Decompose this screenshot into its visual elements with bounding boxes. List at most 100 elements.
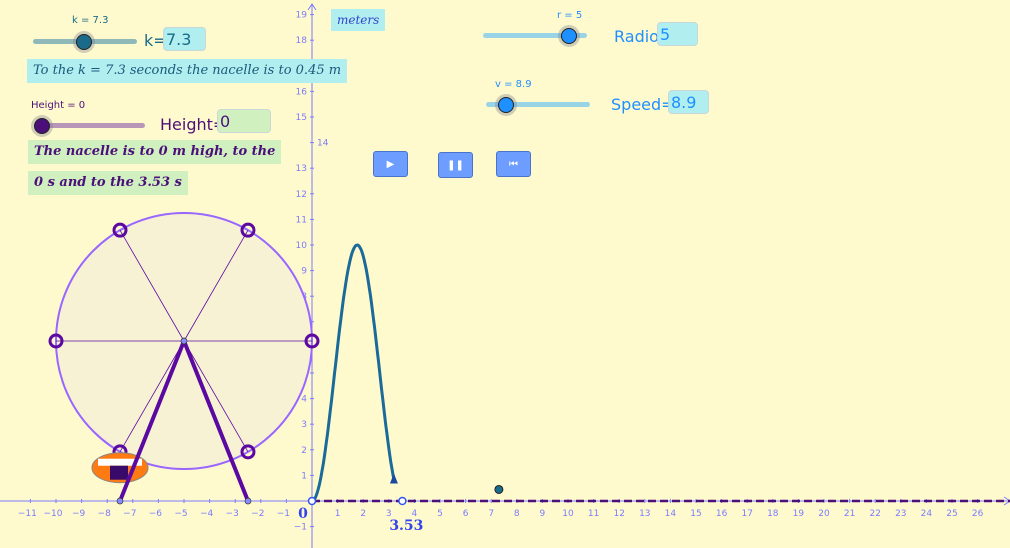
wheel-spoke <box>119 229 185 342</box>
y-tick-label: 16 <box>296 87 308 97</box>
wheel-spoke <box>119 340 185 453</box>
zero-point-label: 3.53 <box>389 518 423 534</box>
x-tick-label: 21 <box>844 509 855 519</box>
y-tick-label: 9 <box>301 267 307 277</box>
speed-input[interactable]: 8.9 <box>668 90 709 114</box>
speed-input-label: Speed= <box>611 95 675 114</box>
k-sentence: To the k = 7.3 seconds the nacelle is to… <box>27 59 348 83</box>
height-curve <box>311 243 396 503</box>
x-tick-label: 17 <box>741 509 752 519</box>
pause-button[interactable]: ❚❚ <box>438 152 473 178</box>
x-tick-label: 10 <box>562 509 574 519</box>
y-tick-label: 14 <box>317 139 329 149</box>
x-tick-label: 4 <box>412 509 418 519</box>
x-tick-label: 16 <box>716 509 728 519</box>
wheel-seat <box>240 222 256 238</box>
x-tick-label: −6 <box>149 509 163 519</box>
height-sentence-2: 0 s and to the 3.53 s <box>28 171 188 195</box>
y-axis-arrow-icon <box>307 3 317 11</box>
y-tick-label: 13 <box>296 164 307 174</box>
x-tick-label: 1 <box>335 509 341 519</box>
zero-point <box>307 496 317 506</box>
radio-input[interactable]: 5 <box>657 22 698 46</box>
x-tick-label: −10 <box>44 509 63 519</box>
y-tick-label: −1 <box>294 523 307 533</box>
y-tick-label: 18 <box>296 36 308 46</box>
x-tick-label: −9 <box>72 509 86 519</box>
x-tick-label: 2 <box>360 509 366 519</box>
x-tick-label: −5 <box>174 509 187 519</box>
x-tick-label: 3 <box>386 509 392 519</box>
wheel-seat <box>48 333 64 349</box>
wheel-spoke <box>183 340 249 453</box>
radio-input-label: Radio <box>614 27 659 46</box>
y-tick-label: 2 <box>301 446 307 456</box>
x-tick-label: 7 <box>488 509 494 519</box>
x-tick-label: 15 <box>690 509 701 519</box>
y-tick-label: 12 <box>296 190 307 200</box>
x-tick-label: 24 <box>921 509 933 519</box>
x-tick-label: −4 <box>200 509 214 519</box>
r-slider-track[interactable] <box>483 33 587 38</box>
k-slider-handle[interactable] <box>75 34 92 50</box>
rewind-icon: ⏮ <box>509 158 518 170</box>
curve-end-arrow-icon <box>389 473 398 484</box>
x-tick-label: 23 <box>895 509 906 519</box>
support-base-point <box>244 497 252 505</box>
k-input[interactable]: 7.3 <box>163 27 206 51</box>
r-slider-caption: r = 5 <box>557 10 583 21</box>
current-point <box>494 484 504 494</box>
wheel-seat <box>240 444 256 460</box>
x-tick-label: 11 <box>588 509 599 519</box>
units-label: meters <box>331 9 386 31</box>
x-tick-label: 13 <box>639 509 650 519</box>
x-tick-label: −2 <box>251 509 264 519</box>
wheel-seat <box>112 222 128 238</box>
x-tick-label: 22 <box>869 509 880 519</box>
wheel-support-leg <box>182 340 250 502</box>
wheel-spoke <box>183 229 249 342</box>
v-slider-track[interactable] <box>486 102 590 107</box>
y-tick-label: 10 <box>296 241 308 251</box>
x-tick-label: 20 <box>818 509 830 519</box>
x-tick-label: −1 <box>277 509 290 519</box>
x-tick-label: 25 <box>946 509 957 519</box>
y-tick-label: 15 <box>296 113 307 123</box>
pause-icon: ❚❚ <box>447 159 464 171</box>
x-tick-label: 8 <box>514 509 520 519</box>
k-slider-caption: k = 7.3 <box>72 15 109 26</box>
x-tick-label: 5 <box>437 509 443 519</box>
y-tick-label: 11 <box>296 215 307 225</box>
y-tick-label: 1 <box>301 471 307 481</box>
v-slider-caption: v = 8.9 <box>495 79 532 90</box>
support-base-point <box>116 497 124 505</box>
x-tick-label: 14 <box>665 509 677 519</box>
height-input-label: Height= <box>160 115 227 134</box>
y-tick-label: 4 <box>301 395 307 405</box>
height-slider-caption: Height = 0 <box>31 100 86 111</box>
x-tick-label: 6 <box>463 509 469 519</box>
x-tick-label: −3 <box>226 509 239 519</box>
zero-point-label: 0 <box>298 506 308 522</box>
height-slider-handle[interactable] <box>33 118 50 134</box>
x-tick-label: 9 <box>540 509 546 519</box>
x-tick-label: −8 <box>98 509 112 519</box>
rewind-button[interactable]: ⏮ <box>496 151 531 177</box>
height-input[interactable]: 0 <box>217 109 271 133</box>
x-tick-label: 26 <box>972 509 984 519</box>
y-tick-label: 3 <box>301 420 307 430</box>
play-button[interactable]: ▶ <box>373 151 408 177</box>
x-tick-label: 18 <box>767 509 779 519</box>
wheel-seat <box>304 333 320 349</box>
k-input-label: k= <box>144 31 167 50</box>
r-slider-handle[interactable] <box>561 28 578 44</box>
x-tick-label: −7 <box>123 509 136 519</box>
v-slider-handle[interactable] <box>497 97 514 113</box>
zero-point <box>398 496 407 506</box>
nacelle-window <box>98 458 142 466</box>
x-tick-label: 12 <box>613 509 624 519</box>
height-slider-track[interactable] <box>35 123 145 128</box>
x-tick-label: −11 <box>18 509 37 519</box>
play-icon: ▶ <box>386 158 395 170</box>
